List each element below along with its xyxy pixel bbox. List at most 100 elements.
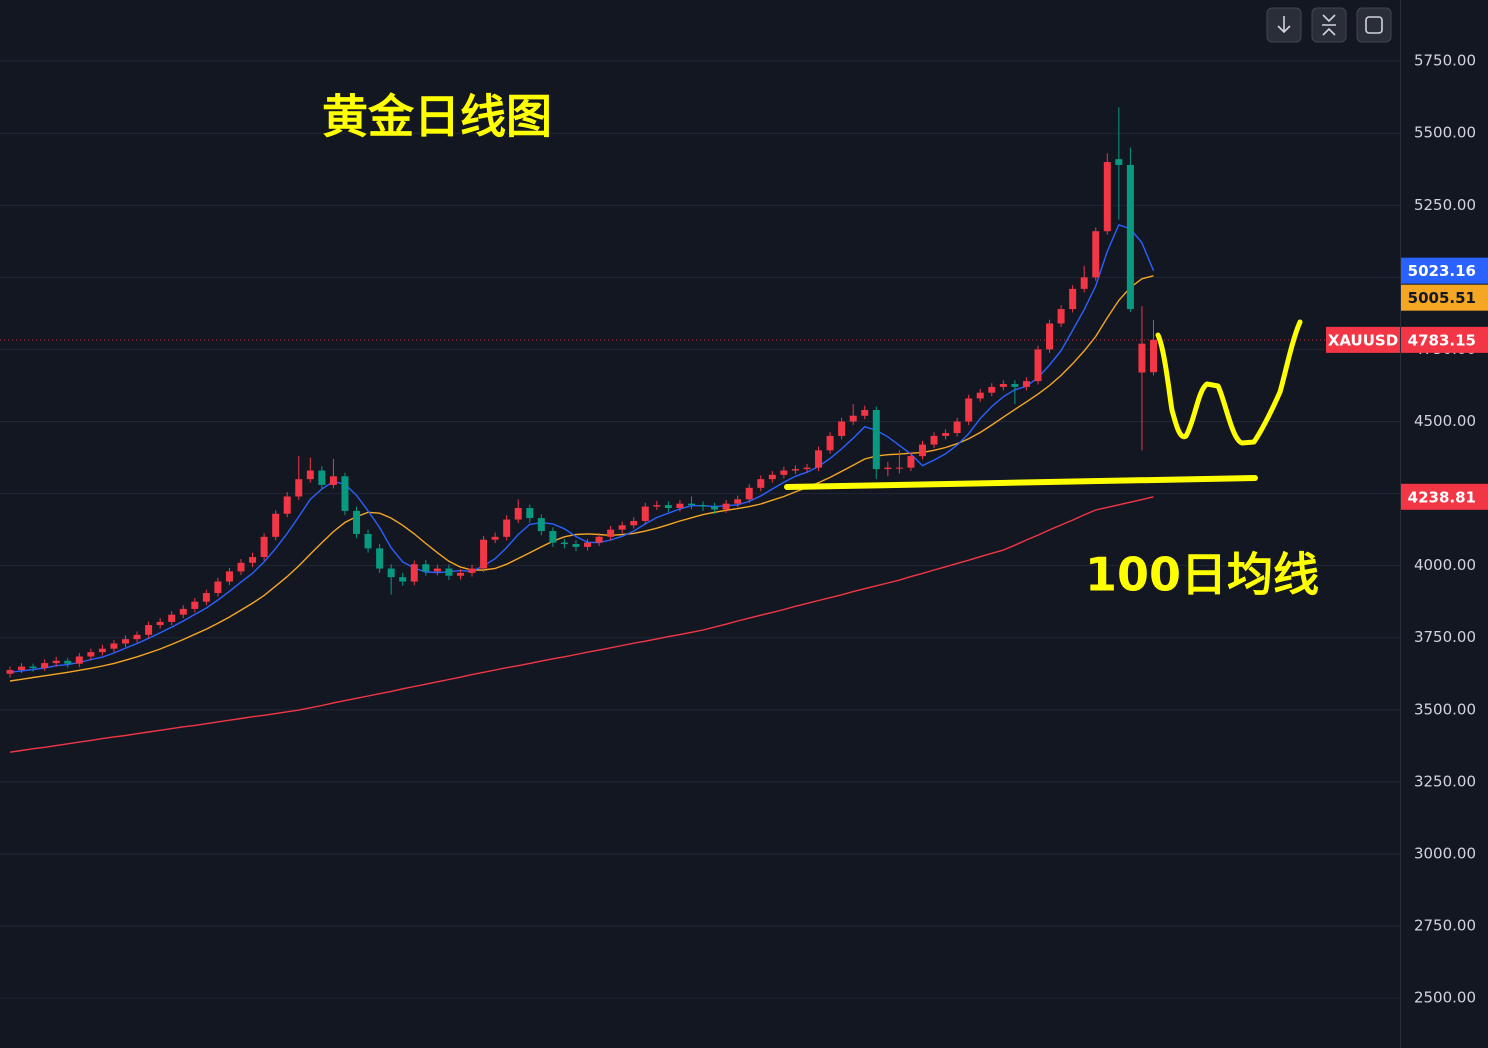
candle-body [341, 476, 349, 511]
candle-body [526, 507, 534, 519]
candle-body [145, 625, 153, 635]
candle-body [1080, 277, 1088, 289]
candle-body [260, 536, 268, 558]
annotation: 100日均线 [1085, 548, 1319, 602]
candle-body [953, 421, 961, 434]
candle-body [433, 568, 441, 572]
candle-body [353, 510, 361, 534]
candle-body [1126, 164, 1134, 310]
support-drawing [784, 475, 1258, 490]
candle-body [676, 503, 684, 508]
candle-body [699, 505, 707, 507]
y-tick-label: 4500.00 [1414, 412, 1476, 430]
scroll-button[interactable] [1266, 7, 1302, 43]
candle-body [75, 656, 83, 664]
candle-body [98, 648, 106, 653]
price-badge-label: 5023.16 [1408, 262, 1476, 280]
candle-body [1092, 231, 1100, 278]
candle-body [445, 568, 453, 576]
price-axis: 2500.00 2750.00 3000.00 3250.00 3500.00 3750.… [1326, 52, 1488, 1007]
candle-body [711, 506, 719, 510]
candle-body [52, 660, 60, 664]
moving-average-line [9, 224, 1155, 673]
candle-body [283, 496, 291, 514]
moving-average-line [9, 496, 1154, 753]
candle-body [491, 536, 499, 540]
candle-body [1057, 309, 1065, 324]
candle-body [1046, 323, 1054, 350]
candle-body [191, 601, 199, 609]
candle-body [861, 409, 869, 416]
candle-body [410, 564, 418, 582]
candle-body [664, 505, 672, 508]
candle-body [849, 415, 857, 422]
candle-body [988, 386, 996, 393]
candle-body [930, 435, 938, 445]
candle-body [514, 507, 522, 520]
candle-body [687, 503, 695, 506]
candle-body [18, 666, 26, 671]
candle-body [1138, 343, 1146, 373]
chart-title: 黄金日线图 [322, 90, 552, 144]
y-tick-label: 2500.00 [1414, 989, 1476, 1007]
candle-body [780, 470, 788, 475]
price-badge [1401, 483, 1488, 510]
candle-body [329, 476, 337, 485]
candle-body [572, 544, 580, 547]
candle-body [942, 433, 950, 436]
candle-body [895, 467, 903, 469]
candle-body [630, 520, 638, 526]
candle-body [757, 479, 765, 488]
candle-body [306, 470, 314, 480]
y-tick-label: 3500.00 [1414, 700, 1476, 718]
candle-body [653, 505, 661, 507]
candle-body [884, 467, 892, 470]
candle-body [456, 572, 464, 576]
price-badge [1401, 284, 1488, 311]
candle-body [364, 533, 372, 549]
candle-body [907, 456, 915, 468]
y-tick-label: 4000.00 [1414, 556, 1476, 574]
candle-body [295, 479, 303, 497]
moving-average-line [9, 275, 1154, 682]
candle-body [376, 548, 384, 569]
y-tick-label: 5500.00 [1414, 124, 1476, 142]
candle-body [791, 469, 799, 471]
candle-body [1022, 381, 1030, 387]
candle-body [480, 539, 488, 569]
candle-body [722, 503, 730, 510]
candle-body [1069, 288, 1077, 310]
candle-body [249, 557, 257, 563]
y-tick-label: 3000.00 [1414, 844, 1476, 862]
fullscreen-button[interactable] [1356, 7, 1392, 43]
plot-area [0, 107, 1400, 753]
candle-body [318, 470, 326, 485]
candle-body [122, 639, 130, 644]
candle-body [110, 643, 118, 649]
candle-body [618, 525, 626, 530]
candle-body [560, 542, 568, 545]
candle-body [29, 666, 37, 669]
candle-body [468, 568, 476, 573]
candle-body [179, 608, 187, 615]
candle-body [803, 467, 811, 470]
candle-body [225, 571, 233, 582]
collapse-button[interactable] [1311, 7, 1347, 43]
candle-body [1115, 159, 1123, 165]
price-badge [1401, 257, 1488, 284]
y-tick-label: 2750.00 [1414, 917, 1476, 935]
candle-body [815, 450, 823, 468]
candle-body [168, 614, 176, 622]
candle-body [549, 531, 557, 543]
candle-body [503, 519, 511, 537]
w-drawing [1155, 319, 1303, 446]
candle-body [41, 663, 49, 669]
candle-body [537, 518, 545, 532]
candle-body [387, 568, 395, 578]
y-tick-label: 5250.00 [1414, 196, 1476, 214]
y-tick-label: 3750.00 [1414, 628, 1476, 646]
candle-body [584, 542, 592, 547]
